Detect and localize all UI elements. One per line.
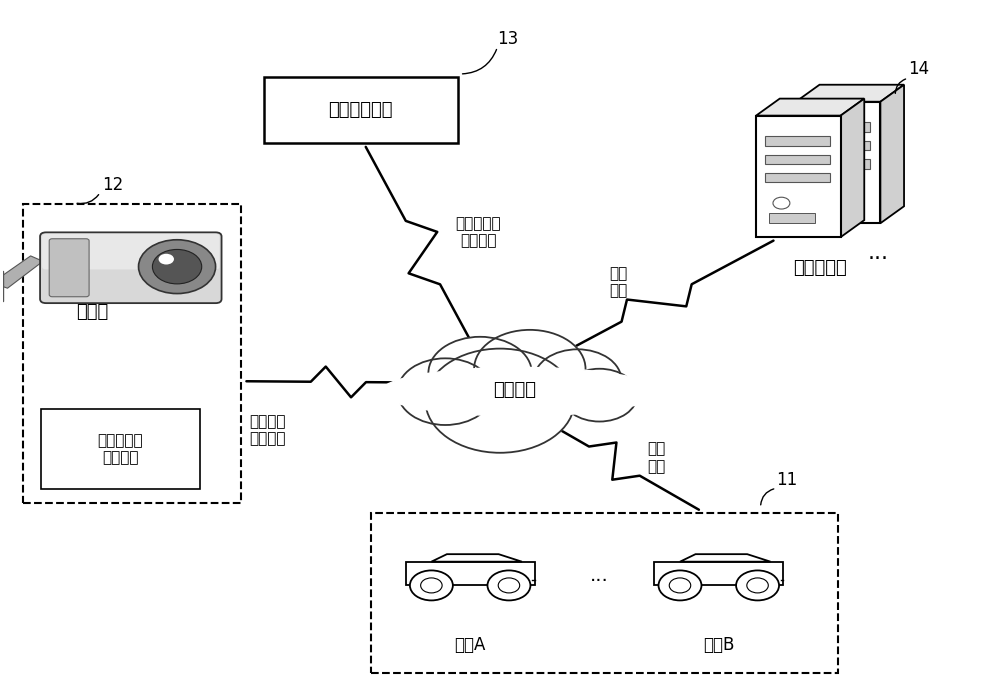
Polygon shape — [431, 554, 522, 561]
Polygon shape — [0, 256, 43, 288]
FancyBboxPatch shape — [804, 159, 870, 169]
Circle shape — [425, 349, 575, 453]
Circle shape — [498, 578, 520, 593]
FancyBboxPatch shape — [796, 102, 880, 223]
Text: 车辆A: 车辆A — [454, 636, 486, 654]
Text: ...: ... — [867, 243, 888, 262]
Circle shape — [669, 578, 691, 593]
Text: 车辆
信息: 车辆 信息 — [609, 266, 628, 298]
Circle shape — [152, 249, 202, 284]
Circle shape — [159, 253, 174, 265]
Circle shape — [139, 240, 216, 293]
Circle shape — [398, 358, 493, 425]
Circle shape — [736, 570, 779, 601]
FancyBboxPatch shape — [765, 136, 830, 146]
Polygon shape — [680, 554, 770, 561]
Polygon shape — [841, 99, 864, 237]
FancyBboxPatch shape — [765, 155, 830, 164]
Text: 12: 12 — [102, 176, 123, 195]
Circle shape — [474, 330, 586, 407]
Text: 11: 11 — [776, 471, 798, 489]
FancyBboxPatch shape — [406, 561, 535, 585]
Circle shape — [487, 570, 530, 601]
Polygon shape — [756, 99, 864, 116]
Circle shape — [428, 337, 532, 409]
FancyBboxPatch shape — [765, 173, 830, 183]
Circle shape — [813, 183, 830, 195]
FancyBboxPatch shape — [756, 116, 841, 237]
FancyBboxPatch shape — [42, 234, 220, 270]
FancyBboxPatch shape — [40, 232, 222, 303]
Circle shape — [773, 197, 790, 209]
Polygon shape — [880, 85, 904, 223]
FancyBboxPatch shape — [654, 561, 783, 585]
Text: 摄像头: 摄像头 — [76, 303, 108, 321]
FancyBboxPatch shape — [809, 199, 855, 209]
FancyBboxPatch shape — [371, 513, 838, 673]
FancyBboxPatch shape — [23, 204, 241, 503]
FancyBboxPatch shape — [264, 78, 458, 144]
FancyBboxPatch shape — [49, 239, 89, 297]
Circle shape — [747, 578, 768, 593]
FancyBboxPatch shape — [41, 409, 200, 489]
Text: ...: ... — [590, 566, 609, 585]
Text: 车辆
信息: 车辆 信息 — [647, 442, 665, 474]
Text: 车辆B: 车辆B — [703, 636, 734, 654]
Circle shape — [410, 570, 453, 601]
Text: 交通管理平台: 交通管理平台 — [329, 102, 393, 120]
FancyBboxPatch shape — [804, 141, 870, 150]
FancyBboxPatch shape — [0, 271, 3, 301]
Text: 14: 14 — [908, 60, 929, 78]
Circle shape — [534, 349, 621, 410]
Circle shape — [659, 570, 701, 601]
Text: ...: ... — [187, 253, 206, 273]
Text: 各种类型的
感应设备: 各种类型的 感应设备 — [97, 433, 143, 466]
Text: 无线网络: 无线网络 — [493, 381, 536, 398]
FancyBboxPatch shape — [769, 213, 815, 223]
Text: 各车辆的
车辆信息: 各车辆的 车辆信息 — [249, 414, 286, 446]
Ellipse shape — [381, 368, 659, 416]
Circle shape — [562, 369, 637, 421]
Text: 计算机设备: 计算机设备 — [793, 260, 847, 277]
Text: 车辆信息、
路况信息: 车辆信息、 路况信息 — [455, 216, 501, 248]
FancyBboxPatch shape — [804, 122, 870, 132]
Circle shape — [421, 578, 442, 593]
Text: 13: 13 — [498, 30, 519, 48]
Polygon shape — [796, 85, 904, 102]
